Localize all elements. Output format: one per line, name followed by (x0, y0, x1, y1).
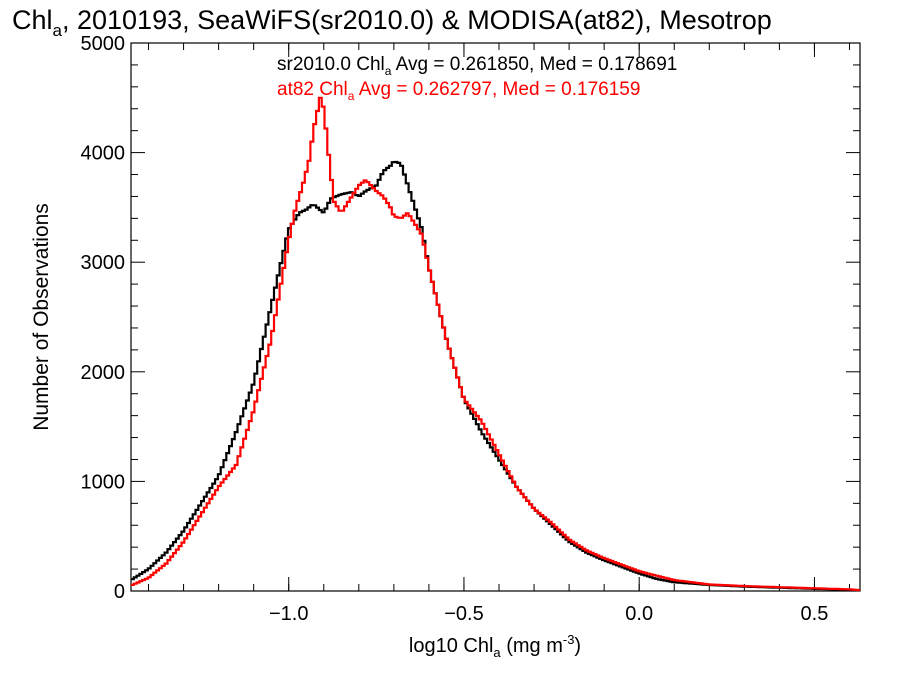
y-tick-label: 0 (114, 581, 125, 603)
y-tick-label: 1000 (81, 471, 126, 493)
series-group (131, 96, 860, 592)
x-tick-label: 0.5 (801, 603, 829, 625)
x-tick-label: −1.0 (269, 603, 308, 625)
y-tick-label: 5000 (81, 33, 126, 55)
x-tick-label: 0.0 (625, 603, 653, 625)
y-tick-label: 3000 (81, 252, 126, 274)
chart-title: Chla, 2010193, SeaWiFS(sr2010.0) & MODIS… (12, 5, 772, 40)
legend-entry-sr2010: sr2010.0 Chla Avg = 0.261850, Med = 0.17… (277, 54, 677, 78)
x-axis-label: log10 Chla (mg m-3) (409, 632, 581, 660)
series-line-at82 (131, 96, 860, 592)
y-tick-label: 4000 (81, 143, 126, 165)
plot-frame (130, 42, 861, 592)
legend-entry-at82: at82 Chla Avg = 0.262797, Med = 0.176159 (277, 79, 640, 103)
y-axis-label: Number of Observations (30, 203, 53, 431)
x-tick-label: −0.5 (444, 603, 483, 625)
y-tick-label: 2000 (81, 362, 126, 384)
